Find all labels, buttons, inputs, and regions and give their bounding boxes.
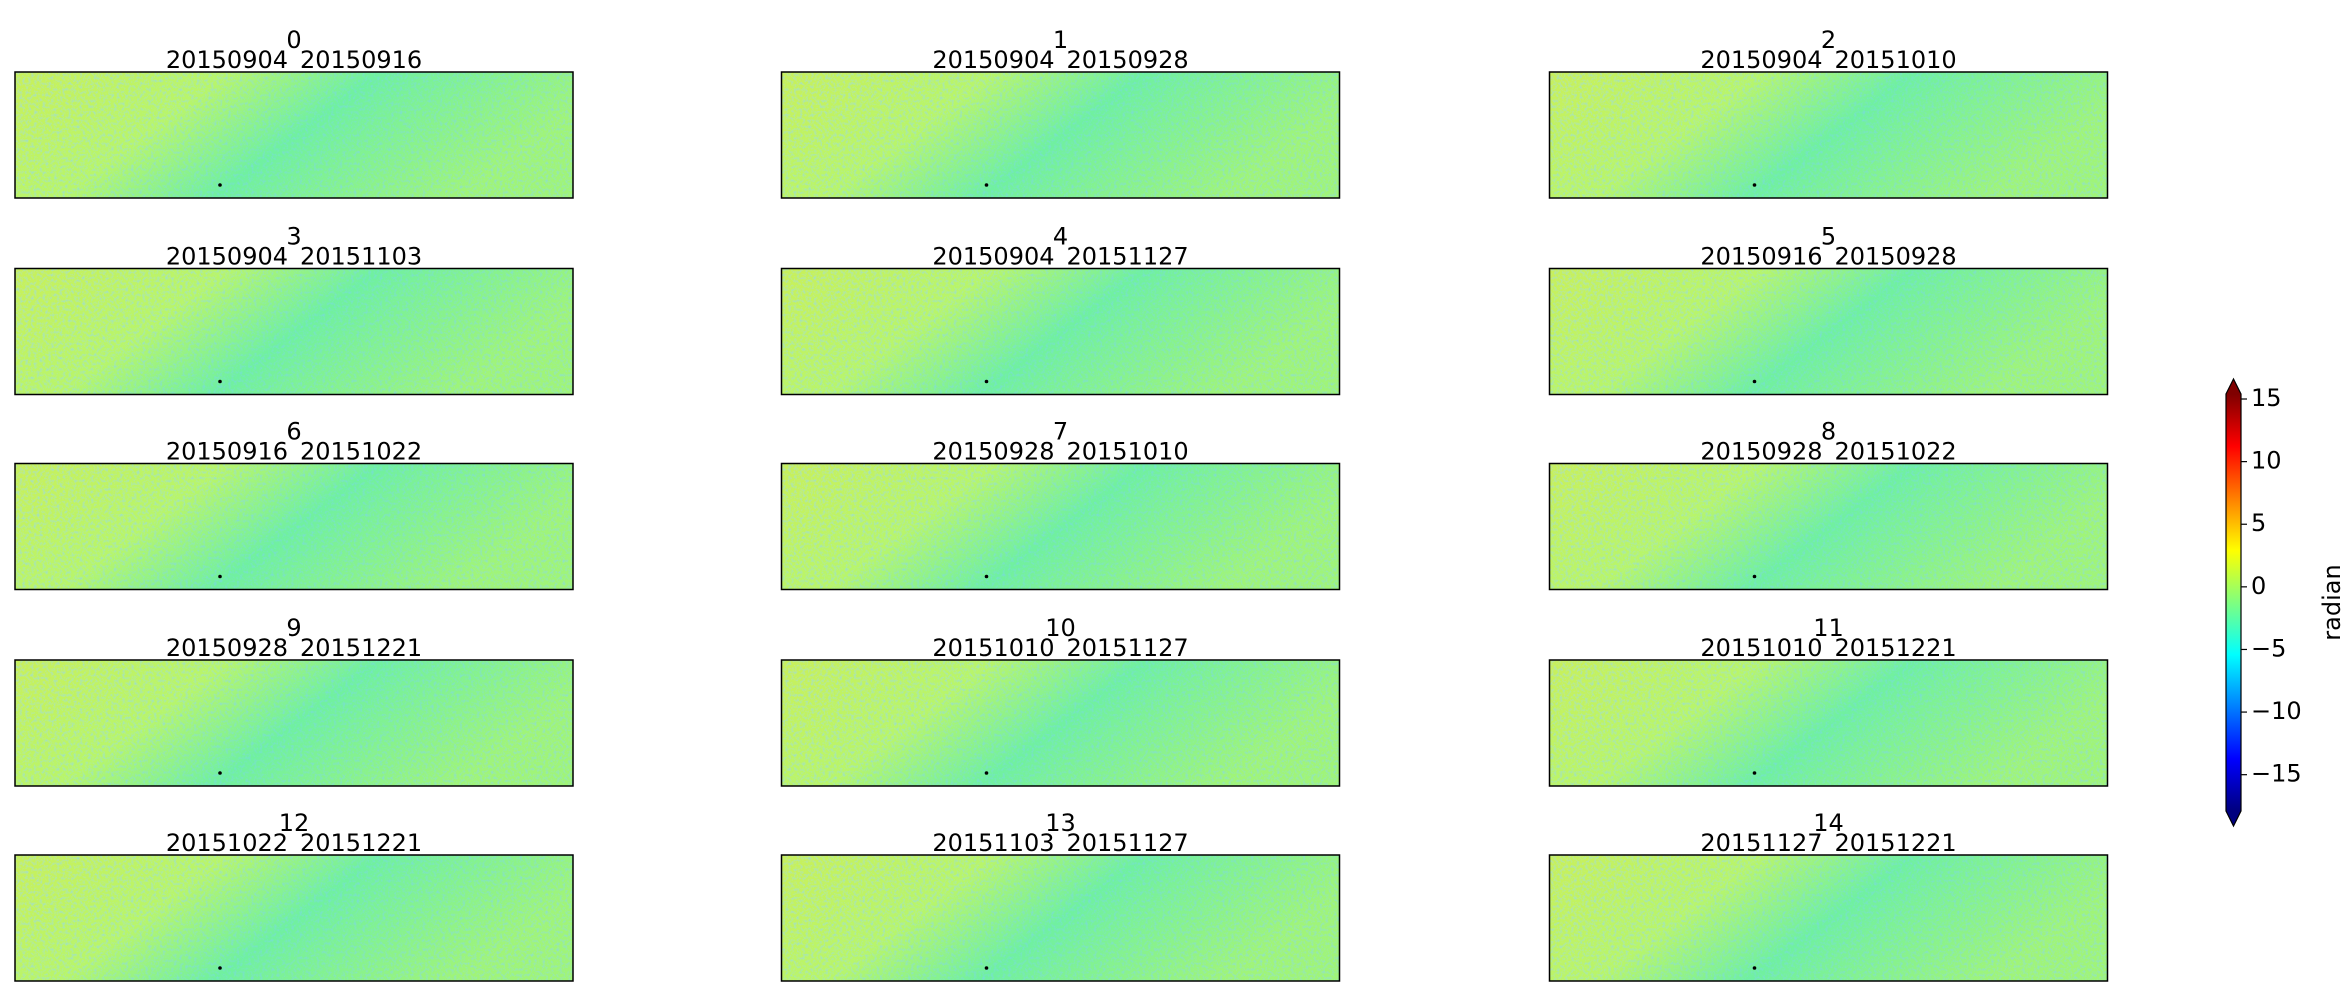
panel-frame: [14, 71, 574, 199]
panel-image: [1549, 268, 2108, 395]
reference-point: [1752, 379, 1757, 384]
panel-index: 2: [1821, 26, 1836, 54]
colorbar-frame: [2225, 377, 2242, 828]
reference-point: [984, 183, 989, 187]
panel-image: [781, 72, 1340, 198]
panel-dates: 20150904_20151103: [166, 243, 422, 271]
panel-image: [781, 268, 1340, 395]
panel-image: [15, 268, 573, 395]
panel-image: [15, 855, 573, 981]
panel-index: 0: [286, 26, 301, 54]
panel-index: 11: [1813, 614, 1844, 642]
panel-image: [1549, 72, 2108, 198]
colorbar-label: radian: [2318, 564, 2346, 640]
panel-index: 9: [286, 614, 301, 642]
panel-dates: 20151010_20151221: [1700, 634, 1956, 662]
colorbar-tick-label: −15: [2251, 760, 2302, 788]
reference-point: [984, 966, 989, 970]
panel-frame: [14, 462, 574, 591]
panel-image: [1549, 855, 2108, 981]
panel-index: 7: [1053, 418, 1068, 446]
panel-frame: [780, 462, 1341, 591]
panel-dates: 20151022_20151221: [166, 829, 422, 857]
reference-point: [984, 574, 989, 579]
panel-frame: [780, 659, 1341, 787]
panel-index: 13: [1045, 809, 1076, 837]
panel-frame: [780, 267, 1341, 396]
panel-frame: [1548, 71, 2109, 199]
colorbar-tick-label: 15: [2251, 384, 2282, 412]
panel-index: 12: [279, 809, 310, 837]
panel-dates: 20150904_20151127: [932, 243, 1188, 271]
panel-index: 8: [1821, 418, 1836, 446]
reference-point: [218, 966, 222, 970]
panel-frame: [14, 659, 574, 787]
panel-image: [781, 855, 1340, 981]
panel-frame: [14, 854, 574, 982]
panel-image: [781, 660, 1340, 786]
reference-point: [984, 771, 989, 775]
panel-image: [1549, 463, 2108, 590]
reference-point: [984, 379, 989, 384]
panel-index: 6: [286, 418, 301, 446]
panel-index: 3: [286, 223, 301, 251]
panel-frame: [1548, 659, 2109, 787]
colorbar-extend-min: [2226, 811, 2241, 826]
reference-point: [1752, 183, 1757, 187]
colorbar-tick-label: 5: [2251, 509, 2266, 537]
colorbar-tick-label: −5: [2251, 634, 2286, 662]
panel-image: [15, 72, 573, 198]
panel-dates: 20150904_20150916: [166, 46, 422, 74]
colorbar-tick-label: −10: [2251, 697, 2302, 725]
colorbar-tick-label: 10: [2251, 447, 2282, 475]
panel-dates: 20150904_20151010: [1700, 46, 1956, 74]
panel-dates: 20150928_20151010: [932, 438, 1188, 466]
reference-point: [218, 379, 222, 384]
panel-dates: 20150904_20150928: [932, 46, 1188, 74]
reference-point: [1752, 966, 1757, 970]
panel-index: 10: [1045, 614, 1076, 642]
panel-image: [1549, 660, 2108, 786]
panel-index: 1: [1053, 26, 1068, 54]
panel-dates: 20150928_20151221: [166, 634, 422, 662]
panel-dates: 20151127_20151221: [1700, 829, 1956, 857]
panel-index: 4: [1053, 223, 1068, 251]
panel-index: 14: [1813, 809, 1844, 837]
panel-frame: [14, 267, 574, 396]
reference-point: [218, 771, 222, 775]
panel-image: [15, 463, 573, 590]
panel-dates: 20150928_20151022: [1700, 438, 1956, 466]
panel-frame: [780, 854, 1341, 982]
panel-frame: [1548, 267, 2109, 396]
panel-frame: [1548, 854, 2109, 982]
panel-dates: 20151103_20151127: [932, 829, 1188, 857]
panel-dates: 20151010_20151127: [932, 634, 1188, 662]
colorbar: [2226, 394, 2241, 811]
panel-index: 5: [1821, 223, 1836, 251]
panel-frame: [780, 71, 1341, 199]
reference-point: [218, 183, 222, 187]
reference-point: [218, 574, 222, 579]
reference-point: [1752, 771, 1757, 775]
reference-point: [1752, 574, 1757, 579]
colorbar-extend-max: [2226, 379, 2241, 394]
colorbar-tick-label: 0: [2251, 572, 2266, 600]
panel-image: [781, 463, 1340, 590]
panel-image: [15, 660, 573, 786]
panel-frame: [1548, 462, 2109, 591]
panel-dates: 20150916_20151022: [166, 438, 422, 466]
panel-dates: 20150916_20150928: [1700, 243, 1956, 271]
